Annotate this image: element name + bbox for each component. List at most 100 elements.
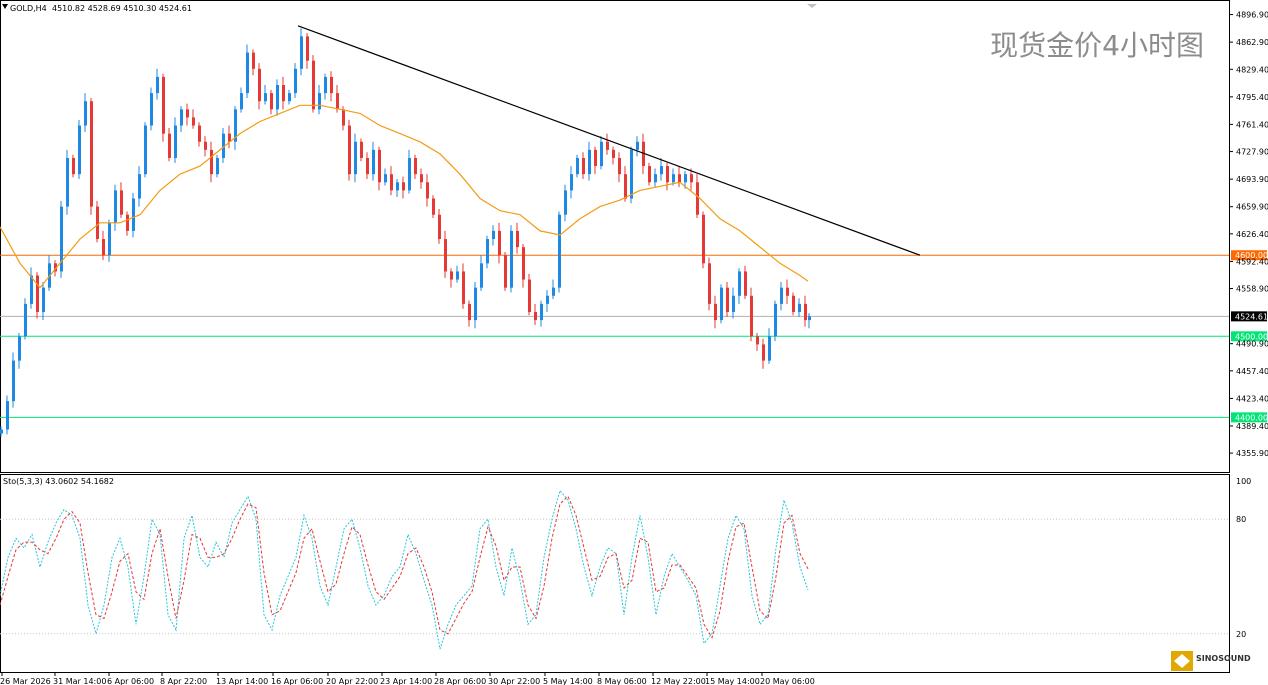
candle-body [576,157,579,175]
candle-body [216,157,219,175]
candle-body [138,174,141,199]
ohlc-readout: 4510.82 4528.69 4510.30 4524.61 [52,4,192,13]
candle-body [426,182,429,199]
candle-body [612,149,615,158]
candle-body [348,125,351,175]
candle-body [306,36,309,61]
price-tick-label: 4896.90 [1236,11,1268,20]
candle-body [414,157,417,175]
candle-body [360,141,363,158]
time-tick-label: 5 May 14:00 [543,677,593,685]
time-axis: 26 Mar 2026 31 Mar 14:00 6 Apr 06:00 8 Apr … [0,672,815,685]
time-tick-label: 8 May 06:00 [597,677,647,685]
price-tick-label: 4490.90 [1236,340,1268,349]
candle-body [228,133,231,142]
candle-body [366,157,369,175]
level-tag-label: 4400.00 [1235,413,1268,422]
candle-body [808,316,811,321]
candle-body [120,190,123,215]
candle-body [144,125,147,175]
candle-body [570,174,573,191]
scroll-marker-icon[interactable] [807,4,817,8]
price-tick-label: 4558.90 [1236,285,1268,294]
last-price-tag [1231,311,1267,322]
candle-body [42,287,45,312]
candle-body [78,125,81,175]
candle-body [600,141,603,167]
price-axis: 4600.00 4500.00 4400.00 4896.90 4862.90 4829.… [1229,11,1268,458]
candle-body [288,93,291,102]
candle-body [126,214,129,231]
candle-body [84,101,87,126]
candle-body [762,344,765,361]
candle-body [396,182,399,191]
collapse-arrow-icon[interactable] [2,4,8,9]
candle-body [690,174,693,183]
candle-body [450,271,453,280]
candle-body [318,93,321,110]
candle-body [264,93,267,102]
candle-body [12,360,15,402]
candle-body [630,149,633,199]
candle-body [468,303,471,321]
candle-body [534,311,537,321]
candle-body [36,275,39,312]
candle-body [714,303,717,321]
price-tick-label: 4592.40 [1236,257,1268,266]
candle-body [330,76,333,94]
candle-body [672,174,675,183]
candle-body [804,303,807,321]
level-tag [1231,412,1267,423]
candle-body [270,93,273,110]
candle-body [696,182,699,215]
candle-body [246,52,249,94]
candle-body [54,263,57,272]
trendline [297,25,921,256]
candle-body [660,166,663,175]
price-tick-label: 4795.40 [1236,93,1268,102]
candle-body [618,157,621,175]
stochastic-axis-label: 20 [1236,630,1246,639]
time-tick-label: 31 Mar 14:00 [53,677,106,685]
level-tag-label: 4600.00 [1235,251,1268,260]
price-tick-label: 4761.40 [1236,120,1268,129]
time-tick-label: 30 Apr 22:00 [488,677,540,685]
candle-body [390,174,393,191]
candle-body [192,117,195,126]
candle-body [474,287,477,321]
time-tick-label: 16 Apr 06:00 [271,677,323,685]
candle-body [462,271,465,304]
candle-body [558,214,561,288]
candle-body [708,263,711,304]
candle-body [186,109,189,118]
candle-body [432,198,435,215]
candle-body [276,85,279,110]
price-tick-label: 4727.90 [1236,148,1268,157]
candle-body [132,198,135,231]
price-tick-label: 4626.40 [1236,230,1268,239]
candle-body [30,275,33,304]
candle-body [480,263,483,288]
candle-body [336,93,339,110]
candle-body [642,141,645,167]
moving-average-line [0,104,809,289]
candle-body [546,295,549,304]
candle-body [504,255,507,288]
candle-body [174,125,177,158]
candle-body [606,141,609,150]
candle-body [258,68,261,102]
candle-body [702,214,705,264]
candle-body [786,287,789,296]
candle-body [234,109,237,142]
candle-body [798,303,801,312]
candle-body [162,76,165,134]
candle-body [780,287,783,304]
candle-body [486,239,489,264]
price-tick-label: 4862.90 [1236,38,1268,47]
candle-body [636,141,639,150]
price-panel: 4600.00 4500.00 4400.00 4896.90 4862.90 4829.… [0,0,1268,473]
last-price-tag-label: 4524.61 [1235,312,1268,321]
candle-body [564,190,567,215]
candle-body [492,230,495,240]
logo-wordmark: SINOSOUND [1196,654,1251,663]
